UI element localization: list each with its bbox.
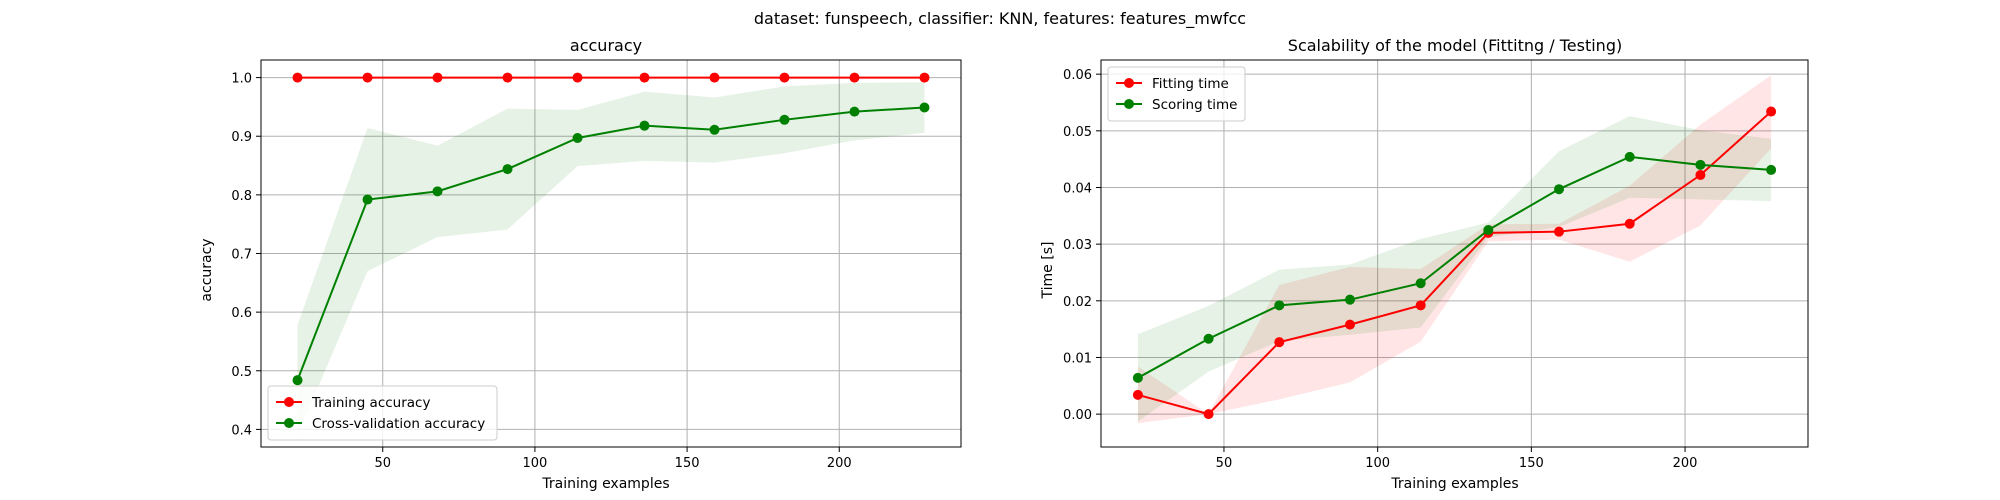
legend: Fitting time Scoring time	[1107, 66, 1246, 122]
data-point	[1132, 389, 1143, 400]
data-point	[919, 72, 930, 83]
data-point	[1624, 218, 1635, 229]
data-point	[1554, 184, 1565, 195]
y-tick-label: 0.5	[231, 365, 252, 380]
confidence-band	[1137, 75, 1772, 424]
data-point	[362, 72, 373, 83]
data-point	[1554, 226, 1565, 237]
y-tick-label: 0.06	[1063, 68, 1092, 83]
data-point	[1344, 294, 1355, 305]
data-point	[779, 72, 790, 83]
data-point	[1203, 333, 1214, 344]
x-axis-label: Training examples	[1390, 476, 1518, 492]
right-plot: Scalability of the model (Fittitng / Tes…	[1040, 36, 1809, 492]
data-point	[639, 72, 650, 83]
left-plot: accuracy Training examples accuracy 50 10…	[199, 36, 962, 492]
legend-marker	[284, 397, 294, 407]
data-point	[502, 72, 513, 83]
legend-item: Training accuracy	[276, 395, 430, 411]
data-point	[1766, 164, 1777, 175]
data-point	[432, 186, 443, 197]
y-tick-label: 0.04	[1063, 181, 1092, 196]
x-tick-label: 200	[827, 456, 852, 471]
data-point	[1344, 319, 1355, 330]
legend-item: Cross-validation accuracy	[276, 416, 485, 432]
y-axis-label: accuracy	[199, 238, 215, 301]
y-tick-label: 0.8	[231, 189, 252, 204]
legend-box	[267, 385, 498, 441]
data-point	[292, 375, 303, 386]
legend-marker	[1124, 78, 1134, 88]
y-tick-label: 0.6	[231, 306, 252, 321]
x-tick-label: 150	[675, 456, 700, 471]
x-axis-label: Training examples	[541, 476, 669, 492]
data-point	[1695, 159, 1706, 170]
data-point	[362, 194, 373, 205]
y-tick-label: 0.00	[1063, 408, 1092, 423]
data-point	[1766, 106, 1777, 117]
plot-area	[1132, 75, 1777, 424]
legend-label: Training accuracy	[311, 395, 430, 411]
data-point	[849, 106, 860, 117]
data-point	[432, 72, 443, 83]
figure-suptitle: dataset: funspeech, classifier: KNN, fea…	[754, 9, 1246, 29]
y-tick-label: 0.4	[231, 423, 252, 438]
x-tick-label: 100	[1365, 456, 1390, 471]
x-tick-label: 200	[1673, 456, 1698, 471]
x-tick-label: 50	[1216, 456, 1233, 471]
ticks: 50 100 150 200 0.00 0.01 0.02 0.03 0.04 0.05 0.06	[1063, 68, 1697, 471]
data-point	[1483, 224, 1494, 235]
data-point	[1415, 278, 1426, 289]
plot-title: Scalability of the model (Fittitng / Tes…	[1288, 36, 1622, 55]
data-point	[1415, 300, 1426, 311]
x-tick-label: 100	[522, 456, 547, 471]
data-point	[292, 72, 303, 83]
series-line	[1137, 155, 1772, 379]
plot-area	[292, 72, 930, 436]
data-point	[1695, 170, 1706, 181]
series-line	[1137, 110, 1772, 416]
data-point	[572, 132, 583, 143]
y-axis-label: Time [s]	[1040, 242, 1056, 300]
series-line	[296, 106, 925, 381]
y-tick-label: 0.03	[1063, 238, 1092, 253]
data-point	[639, 120, 650, 131]
data-point	[572, 72, 583, 83]
y-tick-label: 0.05	[1063, 125, 1092, 140]
data-point	[1274, 300, 1285, 311]
legend-label: Cross-validation accuracy	[312, 416, 485, 432]
data-point	[1132, 372, 1143, 383]
data-point	[849, 72, 860, 83]
data-point	[709, 72, 720, 83]
confidence-band	[297, 82, 925, 436]
y-tick-label: 0.02	[1063, 295, 1092, 310]
y-tick-label: 0.7	[231, 248, 252, 263]
y-tick-label: 0.01	[1063, 351, 1092, 366]
legend-label: Fitting time	[1152, 76, 1229, 92]
y-tick-label: 0.9	[231, 130, 252, 145]
plot-title: accuracy	[570, 36, 642, 55]
legend-item: Fitting time	[1116, 76, 1229, 92]
data-point	[709, 124, 720, 135]
x-tick-label: 50	[374, 456, 391, 471]
data-point	[1624, 151, 1635, 162]
y-tick-label: 1.0	[231, 72, 252, 87]
ticks: 50 100 150 200 0.4 0.5 0.6 0.7 0.8 0.9 1.0	[231, 72, 851, 471]
data-point	[502, 164, 513, 175]
legend-marker	[284, 418, 294, 428]
data-point	[779, 114, 790, 125]
data-point	[919, 102, 930, 113]
data-point	[1274, 337, 1285, 348]
legend-box	[1107, 66, 1246, 122]
x-tick-label: 150	[1519, 456, 1544, 471]
legend-label: Scoring time	[1152, 97, 1237, 113]
axes-frame	[1100, 59, 1809, 448]
legend: Training accuracy Cross-validation accura…	[267, 385, 498, 441]
data-point	[1203, 409, 1214, 420]
legend-marker	[1124, 99, 1134, 109]
legend-item: Scoring time	[1116, 97, 1237, 113]
